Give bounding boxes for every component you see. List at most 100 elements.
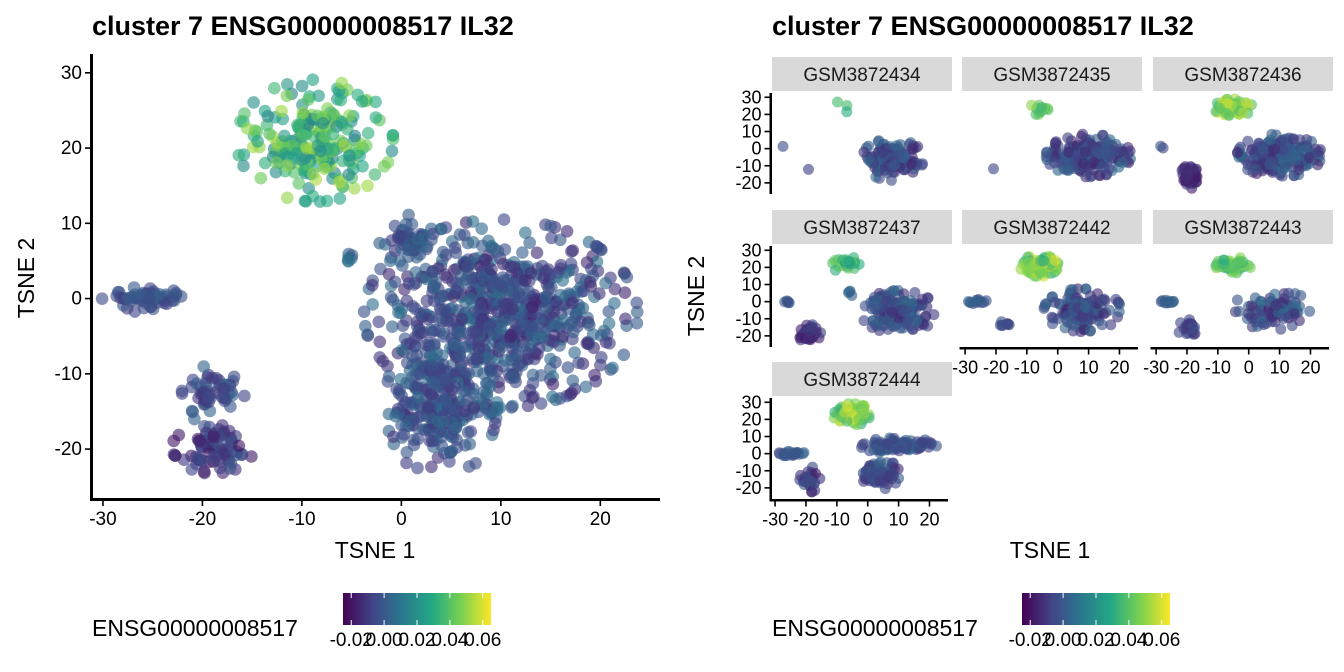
scatter-point <box>373 335 387 349</box>
scatter-point <box>521 399 535 413</box>
scatter-point <box>237 159 250 173</box>
scatter-point <box>619 312 632 326</box>
scatter-point <box>424 323 438 337</box>
scatter-point <box>534 369 548 382</box>
scatter-point <box>254 171 268 185</box>
scatter-point <box>1232 257 1243 269</box>
scatter-point <box>1221 97 1233 109</box>
scatter-point <box>268 81 281 95</box>
scatter-point <box>885 174 897 186</box>
facet-strip-label: GSM3872437 <box>803 218 920 239</box>
scatter-point <box>566 374 580 388</box>
x-tick-label: -10 <box>824 510 850 530</box>
scatter-point <box>544 219 557 233</box>
scatter-point <box>480 376 493 390</box>
scatter-point <box>873 135 885 147</box>
scatter-point <box>1096 294 1108 306</box>
scatter-point <box>893 445 905 457</box>
scatter-point <box>318 162 331 176</box>
scatter-point <box>1079 146 1091 158</box>
y-tick-label: 0 <box>751 292 761 312</box>
scatter-point <box>1026 99 1037 111</box>
y-tick-label: 10 <box>61 213 82 234</box>
scatter-point <box>1049 254 1061 266</box>
scatter-point <box>572 356 585 370</box>
scatter-point <box>400 456 413 470</box>
scatter-point <box>312 89 326 103</box>
scatter-point <box>394 306 408 320</box>
scatter-point <box>412 391 426 405</box>
scatter-point <box>892 142 904 154</box>
scatter-point <box>583 275 597 289</box>
legend-right-title: ENSG00000008517 <box>772 615 978 641</box>
scatter-point <box>372 315 386 329</box>
scatter-point <box>470 364 484 378</box>
scatter-point <box>396 259 409 272</box>
scatter-point <box>515 312 528 325</box>
colorbar-tick-label: 0.00 <box>1045 630 1082 651</box>
facet-points <box>988 99 1136 183</box>
scatter-point <box>386 320 399 334</box>
scatter-point <box>455 312 469 326</box>
x-tick-label: 0 <box>863 510 873 530</box>
scatter-point <box>505 401 518 414</box>
scatter-point <box>608 282 622 296</box>
scatter-point <box>917 437 929 449</box>
scatter-point <box>476 239 489 253</box>
facet-GSM3872443: GSM3872443 -30 -20 -10 0 10 20 <box>1143 210 1333 378</box>
facet-strip <box>962 57 1142 91</box>
y-tick-label: 30 <box>61 63 82 84</box>
scatter-point <box>1040 151 1052 163</box>
scatter-point <box>1079 302 1091 313</box>
scatter-point <box>1002 319 1014 330</box>
scatter-point <box>864 465 876 477</box>
scatter-point <box>386 128 400 142</box>
facet-axes: -30 -20 -10 0 10 20 <box>1143 347 1329 378</box>
scatter-point <box>568 346 581 359</box>
facet-strip-label: GSM3872434 <box>803 65 921 86</box>
scatter-point <box>400 376 413 390</box>
scatter-point <box>247 96 260 109</box>
scatter-point <box>167 434 180 448</box>
scatter-point <box>497 213 511 226</box>
scatter-point <box>485 263 498 276</box>
scatter-point <box>1314 144 1326 156</box>
facet-strip-label: GSM3872442 <box>993 218 1110 239</box>
scatter-point <box>385 144 399 158</box>
right-xlabel: TSNE 1 <box>1010 537 1091 563</box>
scatter-point <box>366 278 379 292</box>
x-tick-label: -20 <box>793 510 819 530</box>
scatter-point <box>313 195 327 208</box>
scatter-point <box>1233 305 1245 317</box>
scatter-point <box>599 276 612 290</box>
x-tick-label: 0 <box>1053 358 1063 378</box>
scatter-point <box>1270 300 1282 312</box>
scatter-point <box>853 413 865 425</box>
y-tick-label: -10 <box>55 364 82 385</box>
scatter-point <box>326 128 340 141</box>
scatter-point <box>583 318 596 332</box>
scatter-point <box>1290 154 1302 166</box>
scatter-point <box>1277 144 1289 156</box>
scatter-point <box>407 438 421 452</box>
scatter-point <box>215 390 229 404</box>
scatter-point <box>459 340 473 353</box>
scatter-point <box>435 222 448 236</box>
scatter-point <box>384 290 398 304</box>
right-ylabel: TSNE 2 <box>683 256 709 337</box>
scatter-point <box>343 149 357 162</box>
scatter-point <box>261 110 275 123</box>
x-tick-label: 10 <box>1079 358 1099 378</box>
scatter-point <box>875 444 886 456</box>
scatter-point <box>1048 157 1060 169</box>
scatter-point <box>436 245 450 259</box>
scatter-point <box>608 297 621 310</box>
x-tick-label: -30 <box>952 358 978 378</box>
scatter-point <box>421 312 435 326</box>
scatter-point <box>521 352 535 366</box>
scatter-point <box>539 301 552 315</box>
scatter-point <box>409 302 422 316</box>
